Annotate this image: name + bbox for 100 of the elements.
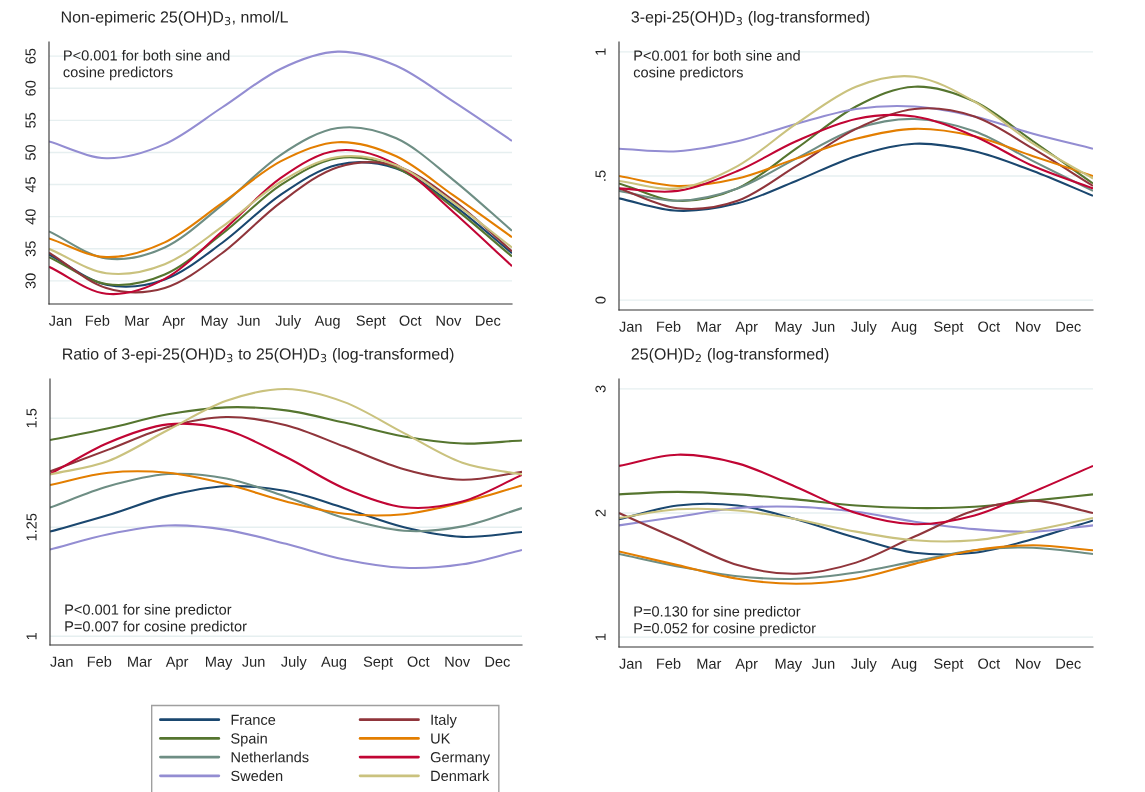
chart-title: 3-epi-25(OH)D$_{3}$ (log-transformed) — [631, 10, 870, 26]
x-tick-label: Apr — [735, 321, 758, 335]
x-tick-label: Jun — [811, 321, 835, 332]
line-series — [50, 415, 522, 481]
x-tick-label: Nov — [1016, 658, 1041, 669]
x-tick-label: Sept — [356, 315, 386, 329]
legend-label: Spain — [231, 732, 267, 747]
x-tick-label: Apr — [735, 658, 758, 672]
legend-label: Sweden — [231, 770, 283, 782]
x-tick-label: Dec — [1056, 658, 1081, 669]
legend-label: UK — [431, 733, 451, 744]
y-tick-label: 50 — [25, 144, 36, 160]
legend-label: Italy — [431, 714, 457, 728]
legend-label: Denmark — [431, 770, 490, 782]
x-tick-label: Jan — [48, 315, 72, 326]
x-tick-label: May — [201, 315, 229, 329]
x-tick-label: Nov — [436, 315, 462, 326]
x-tick-label: Jun — [811, 658, 835, 669]
x-tick-label: Oct — [978, 321, 1001, 332]
x-tick-label: July — [851, 321, 877, 335]
annotation: P<0.001 for sine predictor P=0.007 for cosine predictor — [65, 604, 247, 635]
line-series — [619, 127, 1093, 187]
x-tick-label: Sept — [934, 321, 964, 335]
y-tick-label: 1.25 — [26, 513, 37, 541]
x-tick-label: Jun — [237, 315, 260, 326]
x-tick-label: Feb — [657, 658, 681, 669]
y-tick-label: 45 — [25, 177, 36, 193]
x-tick-label: Oct — [407, 656, 430, 667]
y-tick-label: 2 — [595, 509, 606, 517]
x-tick-label: July — [275, 315, 302, 329]
line-series — [619, 505, 1093, 533]
x-tick-label: Mar — [697, 321, 722, 332]
line-series — [619, 499, 1093, 575]
line-series — [50, 524, 522, 570]
x-tick-label: Aug — [891, 658, 917, 672]
y-tick-label: 3 — [595, 385, 606, 393]
x-tick-label: July — [281, 656, 307, 670]
legend-label: France — [231, 714, 276, 725]
line-series — [619, 85, 1093, 202]
y-tick-label: 1 — [26, 632, 37, 640]
x-tick-label: Jan — [619, 321, 642, 332]
line-series — [50, 387, 522, 476]
x-tick-label: Jan — [619, 658, 642, 669]
x-tick-label: Apr — [165, 656, 189, 670]
x-tick-label: Mar — [697, 658, 722, 669]
x-tick-label: Nov — [445, 656, 471, 667]
x-tick-label: May — [775, 321, 803, 335]
x-tick-label: Mar — [128, 656, 152, 667]
x-tick-label: Dec — [476, 315, 501, 326]
x-tick-label: May — [775, 658, 803, 672]
x-tick-label: May — [205, 656, 233, 670]
x-tick-label: Apr — [162, 315, 185, 329]
line-series — [619, 107, 1093, 210]
line-series — [50, 406, 522, 445]
x-tick-label: July — [851, 658, 877, 672]
x-tick-label: Mar — [125, 315, 150, 326]
chart-title: 25(OH)D$_{2}$ (log-transformed) — [631, 347, 829, 363]
y-tick-label: .5 — [595, 170, 606, 181]
line-series — [619, 142, 1093, 212]
x-tick-label: Aug — [314, 315, 340, 329]
x-tick-label: Sept — [363, 656, 393, 670]
x-tick-label: Sept — [934, 658, 964, 672]
line-series — [50, 485, 522, 538]
chart-title: Ratio of 3-epi-25(OH)D$_{3}$ to 25(OH)D$_{3}$ (log-transformed) — [63, 347, 454, 363]
y-tick-label: 65 — [25, 48, 36, 64]
annotation: P<0.001 for both sine and cosine predictors — [63, 49, 230, 81]
y-tick-label: 1.5 — [26, 408, 37, 428]
chart-title: Non-epimeric 25(OH)D$_{3}$, nmol/L — [61, 10, 288, 26]
x-tick-label: Oct — [978, 658, 1001, 669]
x-tick-label: Feb — [85, 315, 110, 326]
line-series — [619, 453, 1093, 526]
x-tick-label: Feb — [87, 656, 112, 667]
y-tick-label: 1 — [595, 48, 606, 55]
y-tick-label: 1 — [595, 633, 606, 641]
x-tick-label: Nov — [1016, 321, 1041, 332]
y-tick-label: 35 — [25, 241, 36, 257]
x-tick-label: Dec — [485, 656, 510, 667]
line-series — [49, 50, 512, 160]
y-tick-label: 40 — [25, 209, 36, 225]
line-series — [619, 490, 1093, 510]
x-tick-label: Feb — [657, 321, 681, 332]
y-tick-label: 60 — [25, 80, 36, 96]
line-series — [619, 507, 1093, 543]
x-tick-label: Jan — [50, 656, 73, 667]
x-tick-label: Aug — [321, 656, 347, 670]
y-tick-label: 30 — [25, 273, 36, 289]
x-tick-label: Dec — [1056, 321, 1081, 332]
annotation: P=0.130 for sine predictor P=0.052 for cosine predictor — [634, 605, 816, 637]
x-tick-label: Aug — [891, 321, 917, 335]
line-series — [50, 422, 522, 509]
legend-label: Germany — [430, 752, 491, 766]
y-tick-label: 0 — [595, 296, 606, 304]
x-tick-label: Oct — [399, 315, 422, 326]
line-series — [50, 470, 522, 517]
legend-label: Netherlands — [231, 751, 309, 763]
line-series — [50, 472, 522, 533]
line-series — [619, 104, 1093, 153]
x-tick-label: Jun — [242, 656, 265, 667]
y-tick-label: 55 — [25, 112, 36, 128]
annotation: P<0.001 for both sine and cosine predictors — [633, 50, 800, 81]
